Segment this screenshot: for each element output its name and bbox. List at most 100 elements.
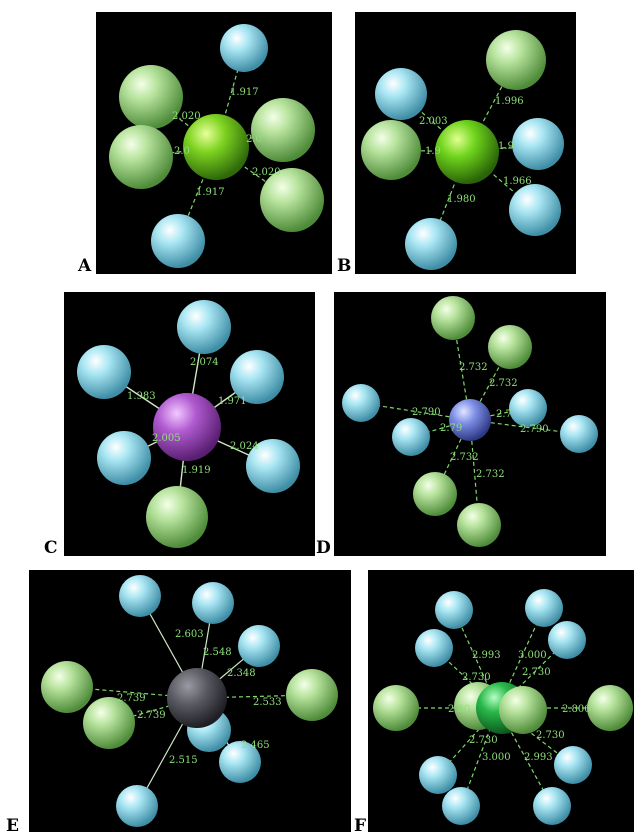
bond-label: 2.732 [476, 469, 505, 480]
cyan-atom [151, 214, 205, 268]
cyan-atom [509, 184, 561, 236]
green-atom [499, 686, 547, 734]
bond-label: 2.730 [469, 735, 498, 746]
panel-label-a: A [78, 256, 92, 276]
green-atom [260, 168, 324, 232]
center-atom [183, 114, 249, 180]
green-atom [83, 697, 135, 749]
bond-label: 1.919 [182, 465, 211, 476]
cyan-atom [509, 389, 547, 427]
bond-label: 2.730 [522, 667, 551, 678]
cyan-atom [392, 418, 430, 456]
panel-f-structure: 2.993 3.000 2.730 2.730 2.80 2.806 2.730… [368, 570, 634, 832]
bond-label: 2.732 [450, 452, 479, 463]
bond-label: 2.003 [419, 116, 448, 127]
bond-label: 2.020 [252, 167, 281, 178]
bond-label: 3.000 [482, 752, 511, 763]
bond-label: 2.548 [203, 647, 232, 658]
green-atom [587, 685, 633, 731]
panel-e-svg: 2.603 2.548 2.348 2.739 2.739 2.533 2.51… [41, 575, 338, 827]
green-atom [431, 296, 475, 340]
bond-label: 2.074 [190, 357, 219, 368]
green-atom [457, 503, 501, 547]
bond-label: 1.966 [503, 176, 532, 187]
bond-label: 2.790 [412, 407, 441, 418]
cyan-atom [533, 787, 571, 825]
center-atom [167, 668, 227, 728]
bond-label: 2.79 [440, 423, 462, 434]
green-atom [286, 669, 338, 721]
bond-label: 2.0 [174, 146, 190, 157]
cyan-atom [512, 118, 564, 170]
cyan-atom [219, 741, 261, 783]
bond-label: 2.806 [562, 704, 591, 715]
bond-label: 2.730 [462, 672, 491, 683]
panel-d-svg: 2.732 2.732 2.790 2.79 2.7 2.790 2.732 2… [342, 296, 598, 547]
cyan-atom [220, 24, 268, 72]
cyan-atom [554, 746, 592, 784]
green-atom [41, 661, 93, 713]
panel-b-svg: 2.003 1.996 1.9 1.9 1.966 1.980 [361, 30, 564, 270]
bond-label: 2.739 [137, 710, 166, 721]
cyan-atom [525, 589, 563, 627]
bond-label: 2.0 [246, 134, 262, 145]
cyan-atom [442, 787, 480, 825]
bond-label: 1.996 [495, 96, 524, 107]
panel-label-c: C [44, 538, 58, 558]
center-atom [449, 399, 491, 441]
bond-label: 2.515 [169, 755, 198, 766]
bond-label: 2.739 [117, 693, 146, 704]
bond-label: 1.980 [447, 194, 476, 205]
panel-d-structure: 2.732 2.732 2.790 2.79 2.7 2.790 2.732 2… [334, 292, 606, 556]
bond-label: 2.465 [241, 740, 270, 751]
cyan-atom [415, 629, 453, 667]
panel-label-d: D [316, 538, 331, 558]
green-atom [486, 30, 546, 90]
cyan-atom [97, 431, 151, 485]
green-atom [146, 486, 208, 548]
cyan-atom [192, 582, 234, 624]
panel-e-structure: 2.603 2.548 2.348 2.739 2.739 2.533 2.51… [29, 570, 351, 832]
cyan-atom [405, 218, 457, 270]
bond-label: 3.000 [518, 650, 547, 661]
bond-label: 2.80 [448, 704, 470, 715]
cyan-atom [342, 384, 380, 422]
bond-label: 1.983 [127, 391, 156, 402]
bond-label: 2.993 [524, 752, 553, 763]
bond-label: 1.971 [218, 396, 247, 407]
cyan-atom [560, 415, 598, 453]
green-atom [413, 472, 457, 516]
cyan-atom [77, 345, 131, 399]
bond-label: 2.533 [253, 697, 282, 708]
bond-label: 2.024 [230, 441, 259, 452]
cyan-atom [419, 756, 457, 794]
bond-label: 1.917 [196, 187, 225, 198]
bond-label: 2.790 [520, 424, 549, 435]
cyan-atom [177, 300, 231, 354]
cyan-atom [246, 439, 300, 493]
cyan-atom [238, 625, 280, 667]
center-atom [435, 120, 499, 184]
bond-label: 1.9 [498, 141, 514, 152]
bond-label: 1.917 [230, 87, 259, 98]
bond-label: 2.020 [172, 111, 201, 122]
bond-label: 2.7 [496, 409, 512, 420]
panel-b-structure: 2.003 1.996 1.9 1.9 1.966 1.980 [355, 12, 576, 274]
panel-label-f: F [354, 816, 367, 836]
panel-label-b: B [337, 256, 352, 276]
bond-label: 2.993 [472, 650, 501, 661]
green-atom [361, 120, 421, 180]
panel-f-svg: 2.993 3.000 2.730 2.730 2.80 2.806 2.730… [373, 589, 633, 825]
cyan-atom [435, 591, 473, 629]
bond-label: 1.9 [425, 146, 441, 157]
cyan-atom [375, 68, 427, 120]
panel-a-structure: 2.020 1.917 2.0 2.0 1.917 2.020 [96, 12, 332, 274]
green-atom [119, 65, 183, 129]
bond-label: 2.348 [227, 668, 256, 679]
green-atom [488, 325, 532, 369]
cyan-atom [230, 350, 284, 404]
bond-label: 2.732 [459, 362, 488, 373]
cyan-atom [116, 785, 158, 827]
green-atom [373, 685, 419, 731]
panel-c-structure: 2.074 1.983 1.971 2.005 2.024 1.919 [64, 292, 315, 556]
